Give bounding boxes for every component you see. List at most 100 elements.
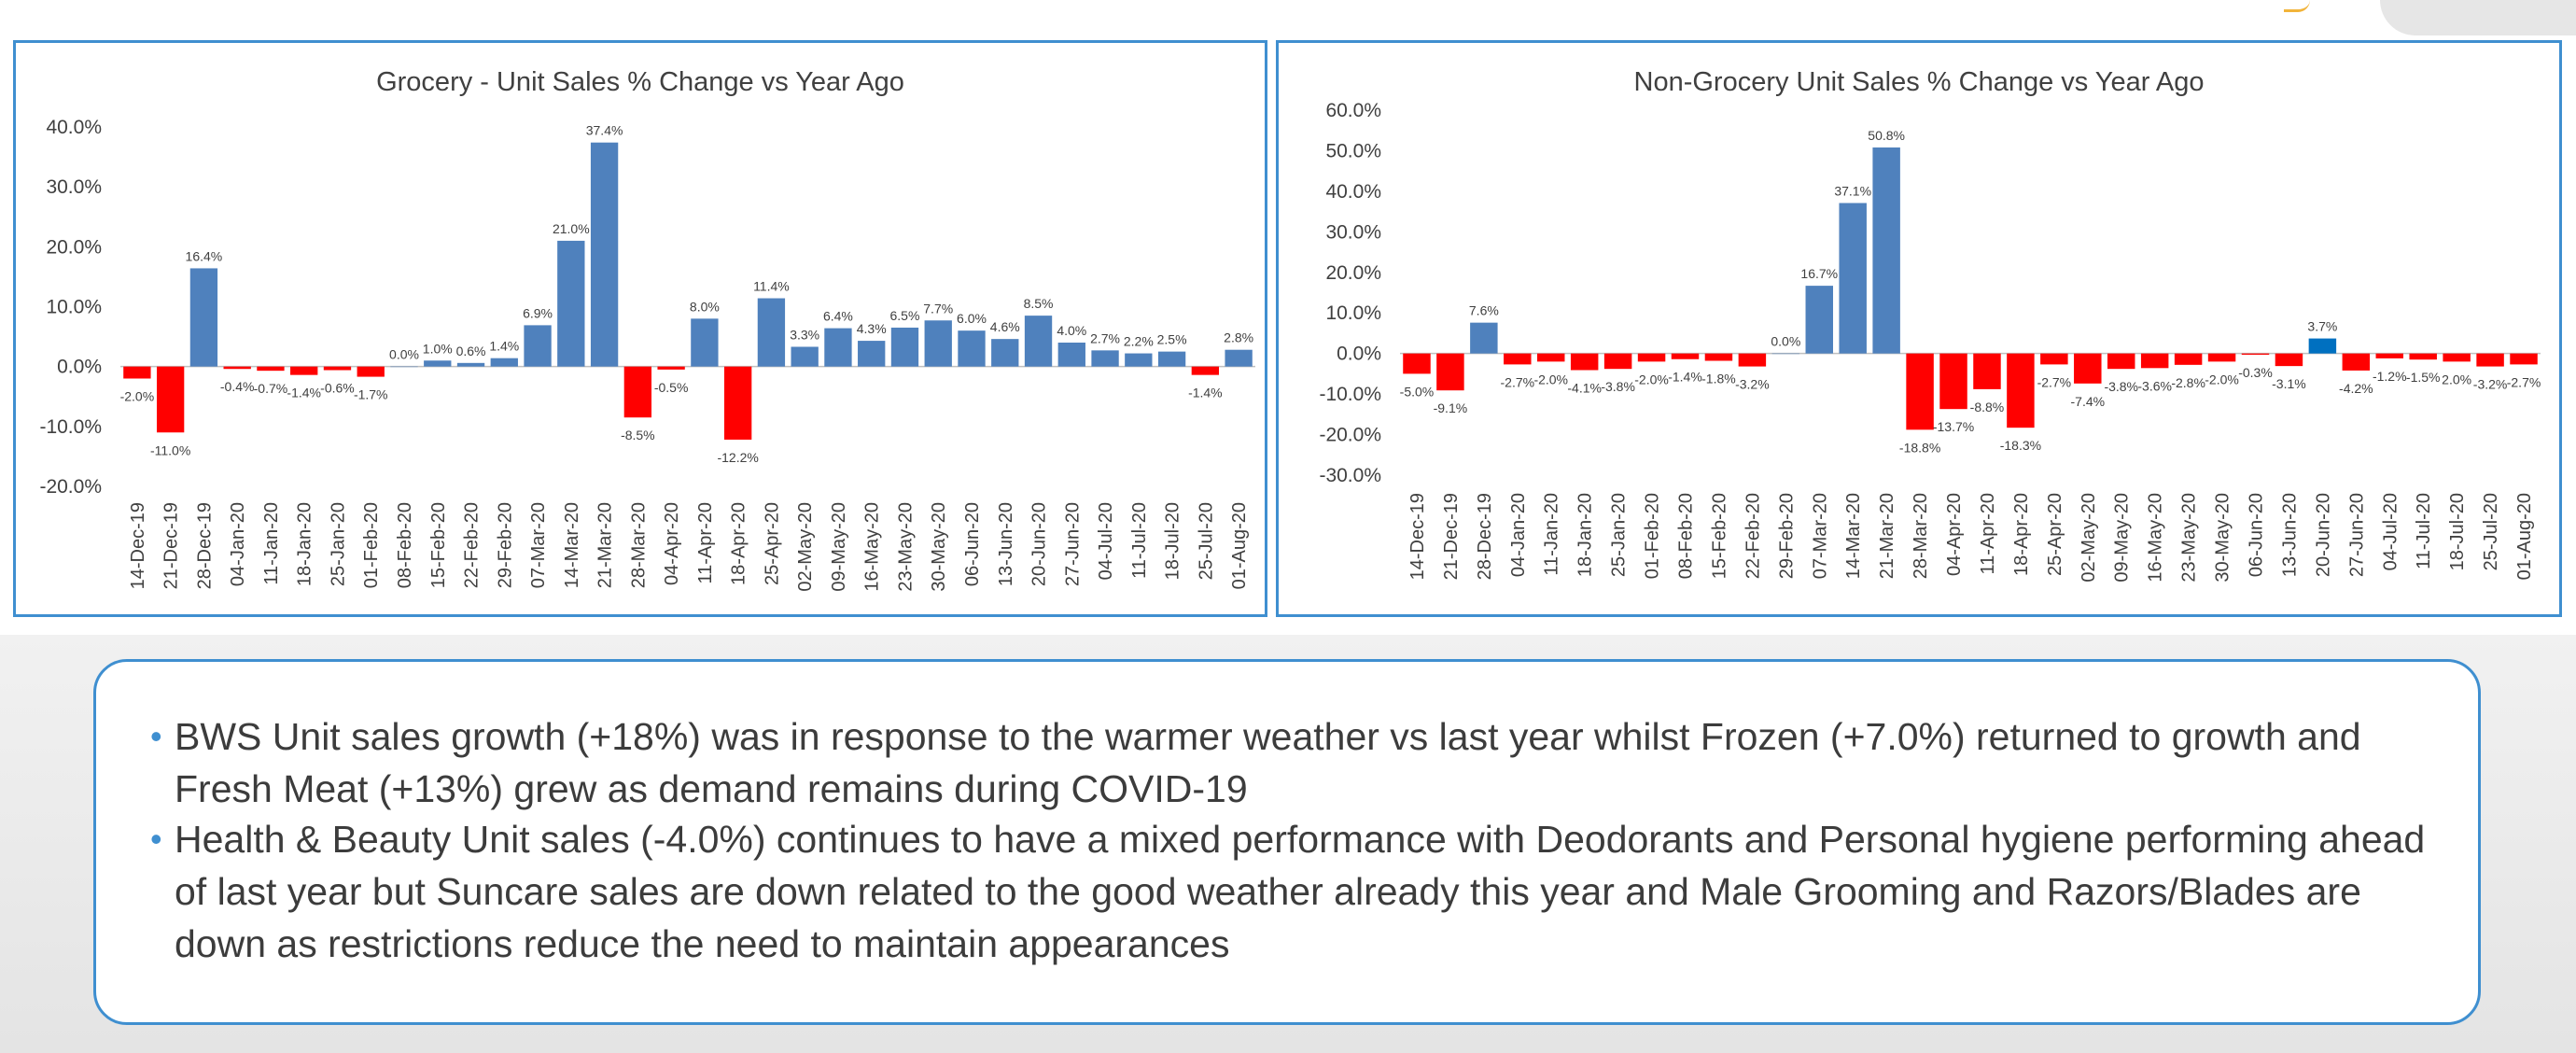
category-label: 06-Jun-20	[962, 502, 983, 586]
data-label: 2.2%	[1124, 334, 1154, 349]
bar	[1157, 351, 1186, 367]
data-label: 2.8%	[1224, 330, 1253, 345]
data-label: 2.0%	[2442, 372, 2471, 386]
bar	[1771, 353, 1800, 355]
category-label: 21-Mar-20	[595, 502, 616, 588]
category-label: 11-Jan-20	[261, 502, 282, 585]
data-label: 0.6%	[456, 344, 486, 358]
y-tick-label: 20.0%	[1325, 262, 1381, 284]
bar	[1436, 353, 1464, 391]
bar	[991, 339, 1019, 367]
bar	[1191, 366, 1220, 375]
category-label: 11-Jul-20	[2414, 493, 2434, 569]
bar	[890, 327, 919, 367]
data-label: -0.5%	[654, 380, 689, 395]
category-label: 28-Mar-20	[1911, 493, 1931, 579]
bar	[189, 268, 218, 367]
category-label: 09-May-20	[829, 502, 849, 592]
data-label: 37.1%	[1834, 183, 1871, 198]
bar	[623, 366, 652, 418]
bar	[2275, 353, 2303, 367]
bar	[2207, 353, 2236, 362]
corner-decoration	[2380, 0, 2576, 35]
bar	[1536, 353, 1565, 362]
bar	[2476, 353, 2504, 367]
grocery-chart-title: Grocery - Unit Sales % Change vs Year Ag…	[376, 67, 904, 97]
category-label: 30-May-20	[929, 502, 949, 592]
data-label: -12.2%	[717, 450, 758, 465]
data-label: -3.6%	[2137, 378, 2172, 393]
bar	[1024, 316, 1053, 367]
data-label: -1.5%	[2406, 370, 2441, 385]
bar	[524, 325, 552, 367]
data-label: 1.0%	[423, 341, 453, 356]
category-label: 11-Jul-20	[1129, 502, 1150, 579]
data-label: 7.6%	[1469, 303, 1499, 318]
bar	[223, 366, 251, 370]
category-label: 09-May-20	[2112, 493, 2133, 583]
bar	[2409, 353, 2437, 360]
category-label: 22-Feb-20	[462, 502, 483, 588]
y-tick-label: 60.0%	[1325, 100, 1381, 121]
category-label: 25-Apr-20	[2045, 493, 2065, 576]
data-label: 4.6%	[990, 319, 1020, 334]
bar	[1603, 353, 1632, 370]
category-label: 14-Mar-20	[562, 502, 582, 588]
category-label: 01-Feb-20	[361, 502, 382, 588]
bar	[2342, 353, 2371, 371]
data-label: -0.3%	[2238, 365, 2273, 380]
category-label: 15-Feb-20	[1709, 493, 1729, 579]
data-label: 8.0%	[690, 299, 720, 314]
y-tick-label: 30.0%	[46, 176, 102, 198]
data-label: -1.4%	[287, 386, 321, 400]
category-label: 27-Jun-20	[2346, 493, 2367, 577]
data-label: -3.2%	[2473, 377, 2508, 392]
category-label: 11-Jan-20	[1542, 493, 1562, 576]
category-label: 04-Jul-20	[2380, 493, 2401, 570]
y-tick-label: 20.0%	[46, 236, 102, 258]
data-label: -5.0%	[1400, 384, 1435, 399]
data-label: -2.7%	[2037, 374, 2072, 389]
category-label: 25-Jan-20	[328, 502, 348, 586]
data-label: -18.8%	[1899, 440, 1940, 455]
data-label: -13.7%	[1933, 419, 1974, 434]
data-label: -1.4%	[1188, 386, 1223, 400]
data-label: 37.4%	[586, 123, 623, 138]
category-label: 04-Apr-20	[1944, 493, 1965, 576]
corner-accent-mark	[2284, 0, 2310, 12]
category-label: 25-Jan-20	[1609, 493, 1630, 577]
bar	[1091, 350, 1119, 367]
y-tick-label: 0.0%	[1337, 344, 1381, 365]
bar	[1839, 203, 1867, 354]
data-label: 2.7%	[1090, 330, 1120, 345]
bar	[290, 366, 318, 375]
data-label: -2.7%	[2507, 374, 2541, 389]
bar	[2241, 353, 2270, 355]
category-label: 25-Apr-20	[762, 502, 782, 585]
data-label: -4.2%	[2339, 381, 2373, 396]
bar	[1805, 286, 1834, 354]
data-label: 50.8%	[1868, 128, 1905, 143]
bullet-dot-icon: •	[150, 717, 162, 755]
category-label: 14-Dec-19	[128, 502, 148, 589]
y-tick-label: 0.0%	[57, 357, 102, 378]
bar	[1125, 353, 1153, 367]
category-label: 29-Feb-20	[1776, 493, 1797, 579]
y-tick-label: 10.0%	[46, 297, 102, 318]
y-tick-label: -20.0%	[1319, 425, 1381, 446]
non-grocery-chart-panel: Non-Grocery Unit Sales % Change vs Year …	[1276, 40, 2562, 617]
data-label: -9.1%	[1434, 400, 1468, 415]
data-label: 4.0%	[1057, 323, 1086, 338]
category-label: 20-Jun-20	[1029, 502, 1050, 586]
data-label: -2.0%	[120, 389, 155, 404]
category-label: 22-Feb-20	[1743, 493, 1763, 579]
category-label: 28-Mar-20	[628, 502, 649, 588]
category-label: 23-May-20	[895, 502, 916, 592]
category-label: 13-Jun-20	[2279, 493, 2300, 577]
bullet-item: • BWS Unit sales growth (+18%) was in re…	[150, 710, 2433, 815]
category-label: 02-May-20	[795, 502, 816, 592]
bar	[1973, 353, 2001, 389]
data-label: 4.3%	[857, 321, 887, 336]
category-label: 28-Dec-19	[194, 502, 215, 589]
category-label: 21-Dec-19	[161, 502, 182, 589]
